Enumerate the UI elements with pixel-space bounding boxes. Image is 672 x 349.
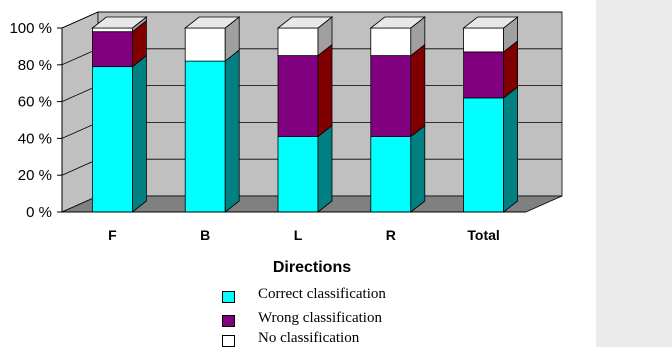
x-axis-label: Directions	[273, 259, 351, 276]
bar-side-total-0	[503, 86, 518, 213]
bar-segment-l-0	[277, 136, 319, 213]
bars	[91, 16, 519, 213]
bar-top-l	[276, 16, 334, 29]
x-tick-label: Total	[467, 227, 499, 243]
x-tick-label: B	[200, 227, 210, 243]
bar-segment-total-0	[463, 97, 505, 213]
axes	[57, 27, 526, 213]
legend-label: Wrong classification	[258, 310, 382, 326]
bar-top-r	[369, 16, 426, 29]
bar-top-f	[91, 16, 148, 29]
legend-label: No classification	[258, 330, 360, 346]
bar-segment-total-1	[463, 51, 505, 99]
bar-side-b-0	[224, 49, 240, 213]
legend-swatch-none	[222, 335, 235, 347]
gridline	[61, 11, 562, 29]
bar-segment-f-0	[92, 66, 133, 213]
stacked-bar-chart: 0 % 20 % 40 % 60 % 80 % 100 % F B L R Total Direc…	[9, 11, 563, 276]
y-tick-label: 60 %	[18, 94, 52, 111]
bar-segment-f-2	[92, 27, 133, 33]
y-tick-label: 80 %	[18, 57, 52, 74]
bar-segment-l-2	[277, 27, 319, 57]
bar-top-total	[462, 16, 519, 29]
bar-side-l-1	[317, 43, 333, 138]
y-tick-label: 0 %	[26, 204, 52, 221]
bar-segment-l-1	[277, 55, 319, 137]
bar-side-f-0	[131, 54, 147, 213]
x-tick-label: F	[108, 227, 117, 243]
bar-side-r-1	[410, 43, 426, 138]
bar-segment-b-2	[184, 27, 226, 62]
bar-segment-total-2	[463, 27, 505, 53]
x-tick-labels: F B L R Total	[108, 227, 500, 243]
side-panel	[596, 0, 672, 347]
bar-top-b	[184, 16, 241, 29]
legend-swatch-correct	[222, 291, 235, 303]
y-tick-label: 100 %	[9, 20, 52, 37]
y-tick-label: 20 %	[18, 167, 52, 184]
bar-segment-r-2	[370, 27, 412, 57]
y-tick-labels: 0 % 20 % 40 % 60 % 80 % 100 %	[9, 20, 52, 221]
bar-segment-r-1	[370, 55, 412, 137]
bar-side-l-0	[317, 124, 333, 213]
bar-side-r-0	[410, 124, 426, 213]
bar-segment-r-0	[370, 136, 412, 213]
legend-swatch-wrong	[222, 315, 235, 327]
bar-segment-f-1	[92, 31, 133, 68]
legend-label: Correct classification	[258, 286, 386, 302]
x-tick-label: L	[294, 227, 303, 243]
x-tick-label: R	[386, 227, 396, 243]
bar-segment-b-0	[184, 60, 226, 213]
y-tick-label: 40 %	[18, 130, 52, 147]
